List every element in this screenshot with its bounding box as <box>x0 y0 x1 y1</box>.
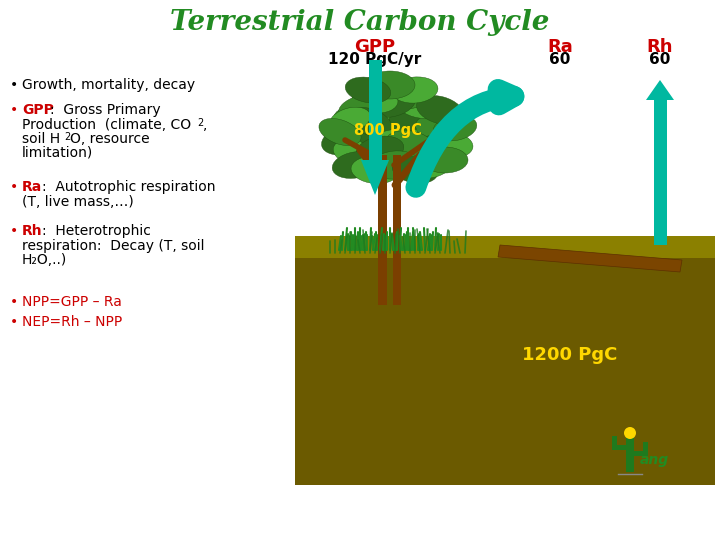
Bar <box>295 250 715 485</box>
Text: •: • <box>10 315 18 329</box>
Ellipse shape <box>415 115 464 145</box>
Bar <box>295 50 715 236</box>
Ellipse shape <box>410 152 454 178</box>
Text: •: • <box>10 224 18 238</box>
Ellipse shape <box>362 104 418 136</box>
Ellipse shape <box>402 125 448 155</box>
Text: 800 PgC: 800 PgC <box>354 123 422 138</box>
Text: Rh: Rh <box>647 38 673 56</box>
Ellipse shape <box>332 152 378 178</box>
Ellipse shape <box>385 131 435 159</box>
Ellipse shape <box>375 117 425 147</box>
Ellipse shape <box>380 81 430 109</box>
Text: limitation): limitation) <box>22 146 94 160</box>
Polygon shape <box>361 160 389 195</box>
Text: NPP=GPP – Ra: NPP=GPP – Ra <box>22 295 122 309</box>
Ellipse shape <box>338 95 382 121</box>
Text: 120 PgC/yr: 120 PgC/yr <box>328 52 422 67</box>
Ellipse shape <box>319 118 361 146</box>
Ellipse shape <box>392 77 438 103</box>
Bar <box>634 451 648 456</box>
Ellipse shape <box>417 96 464 124</box>
Bar <box>612 445 626 450</box>
Text: Ra: Ra <box>22 180 42 194</box>
Text: :  Heterotrophic: : Heterotrophic <box>42 224 151 238</box>
Ellipse shape <box>333 107 387 143</box>
Polygon shape <box>498 245 682 272</box>
Ellipse shape <box>389 107 441 137</box>
Circle shape <box>624 427 636 439</box>
Ellipse shape <box>351 157 399 184</box>
Text: H₂O,..): H₂O,..) <box>22 253 67 267</box>
Ellipse shape <box>356 136 404 164</box>
Text: (T, live mass,…): (T, live mass,…) <box>22 195 134 209</box>
Polygon shape <box>646 80 674 100</box>
Ellipse shape <box>364 86 415 117</box>
Bar <box>612 436 617 450</box>
Ellipse shape <box>396 92 444 118</box>
Bar <box>654 100 667 245</box>
Bar <box>393 155 401 305</box>
Ellipse shape <box>354 119 405 151</box>
Text: •: • <box>10 103 18 117</box>
Ellipse shape <box>333 139 377 165</box>
Text: •: • <box>10 180 18 194</box>
Text: Terrestrial Carbon Cycle: Terrestrial Carbon Cycle <box>171 9 549 36</box>
Ellipse shape <box>422 147 468 173</box>
Ellipse shape <box>370 151 420 179</box>
Bar <box>626 434 634 472</box>
Text: 60: 60 <box>549 52 571 67</box>
Text: 1200 PgC: 1200 PgC <box>522 346 618 364</box>
Ellipse shape <box>346 77 391 103</box>
Ellipse shape <box>409 135 461 165</box>
Ellipse shape <box>392 157 438 184</box>
Ellipse shape <box>322 125 369 155</box>
Text: •: • <box>10 78 18 92</box>
Text: O, resource: O, resource <box>70 132 150 146</box>
Ellipse shape <box>330 107 371 133</box>
Text: :  Autotrophic respiration: : Autotrophic respiration <box>42 180 215 194</box>
Ellipse shape <box>365 71 415 99</box>
Text: ,: , <box>203 118 207 132</box>
Text: Ra: Ra <box>547 38 573 56</box>
Text: Rh: Rh <box>22 224 42 238</box>
Ellipse shape <box>345 96 395 124</box>
Text: :  Gross Primary: : Gross Primary <box>50 103 161 117</box>
Ellipse shape <box>348 107 392 137</box>
Text: •: • <box>10 295 18 309</box>
Text: 2: 2 <box>64 132 71 142</box>
Bar <box>369 60 382 160</box>
Text: 60: 60 <box>649 52 671 67</box>
Bar <box>378 155 387 305</box>
Ellipse shape <box>433 115 477 141</box>
Ellipse shape <box>368 130 422 160</box>
Bar <box>643 442 648 456</box>
Text: Growth, mortality, decay: Growth, mortality, decay <box>22 78 195 92</box>
Text: soil H: soil H <box>22 132 60 146</box>
Ellipse shape <box>352 87 398 113</box>
Bar <box>295 236 715 258</box>
Text: Production  (climate, CO: Production (climate, CO <box>22 118 191 132</box>
Text: NEP=Rh – NPP: NEP=Rh – NPP <box>22 315 122 329</box>
Ellipse shape <box>427 132 473 158</box>
Text: respiration:  Decay (T, soil: respiration: Decay (T, soil <box>22 239 204 253</box>
Text: 2: 2 <box>197 118 203 128</box>
Text: ang: ang <box>640 453 669 467</box>
Text: GPP: GPP <box>354 38 395 56</box>
Text: GPP: GPP <box>22 103 54 117</box>
